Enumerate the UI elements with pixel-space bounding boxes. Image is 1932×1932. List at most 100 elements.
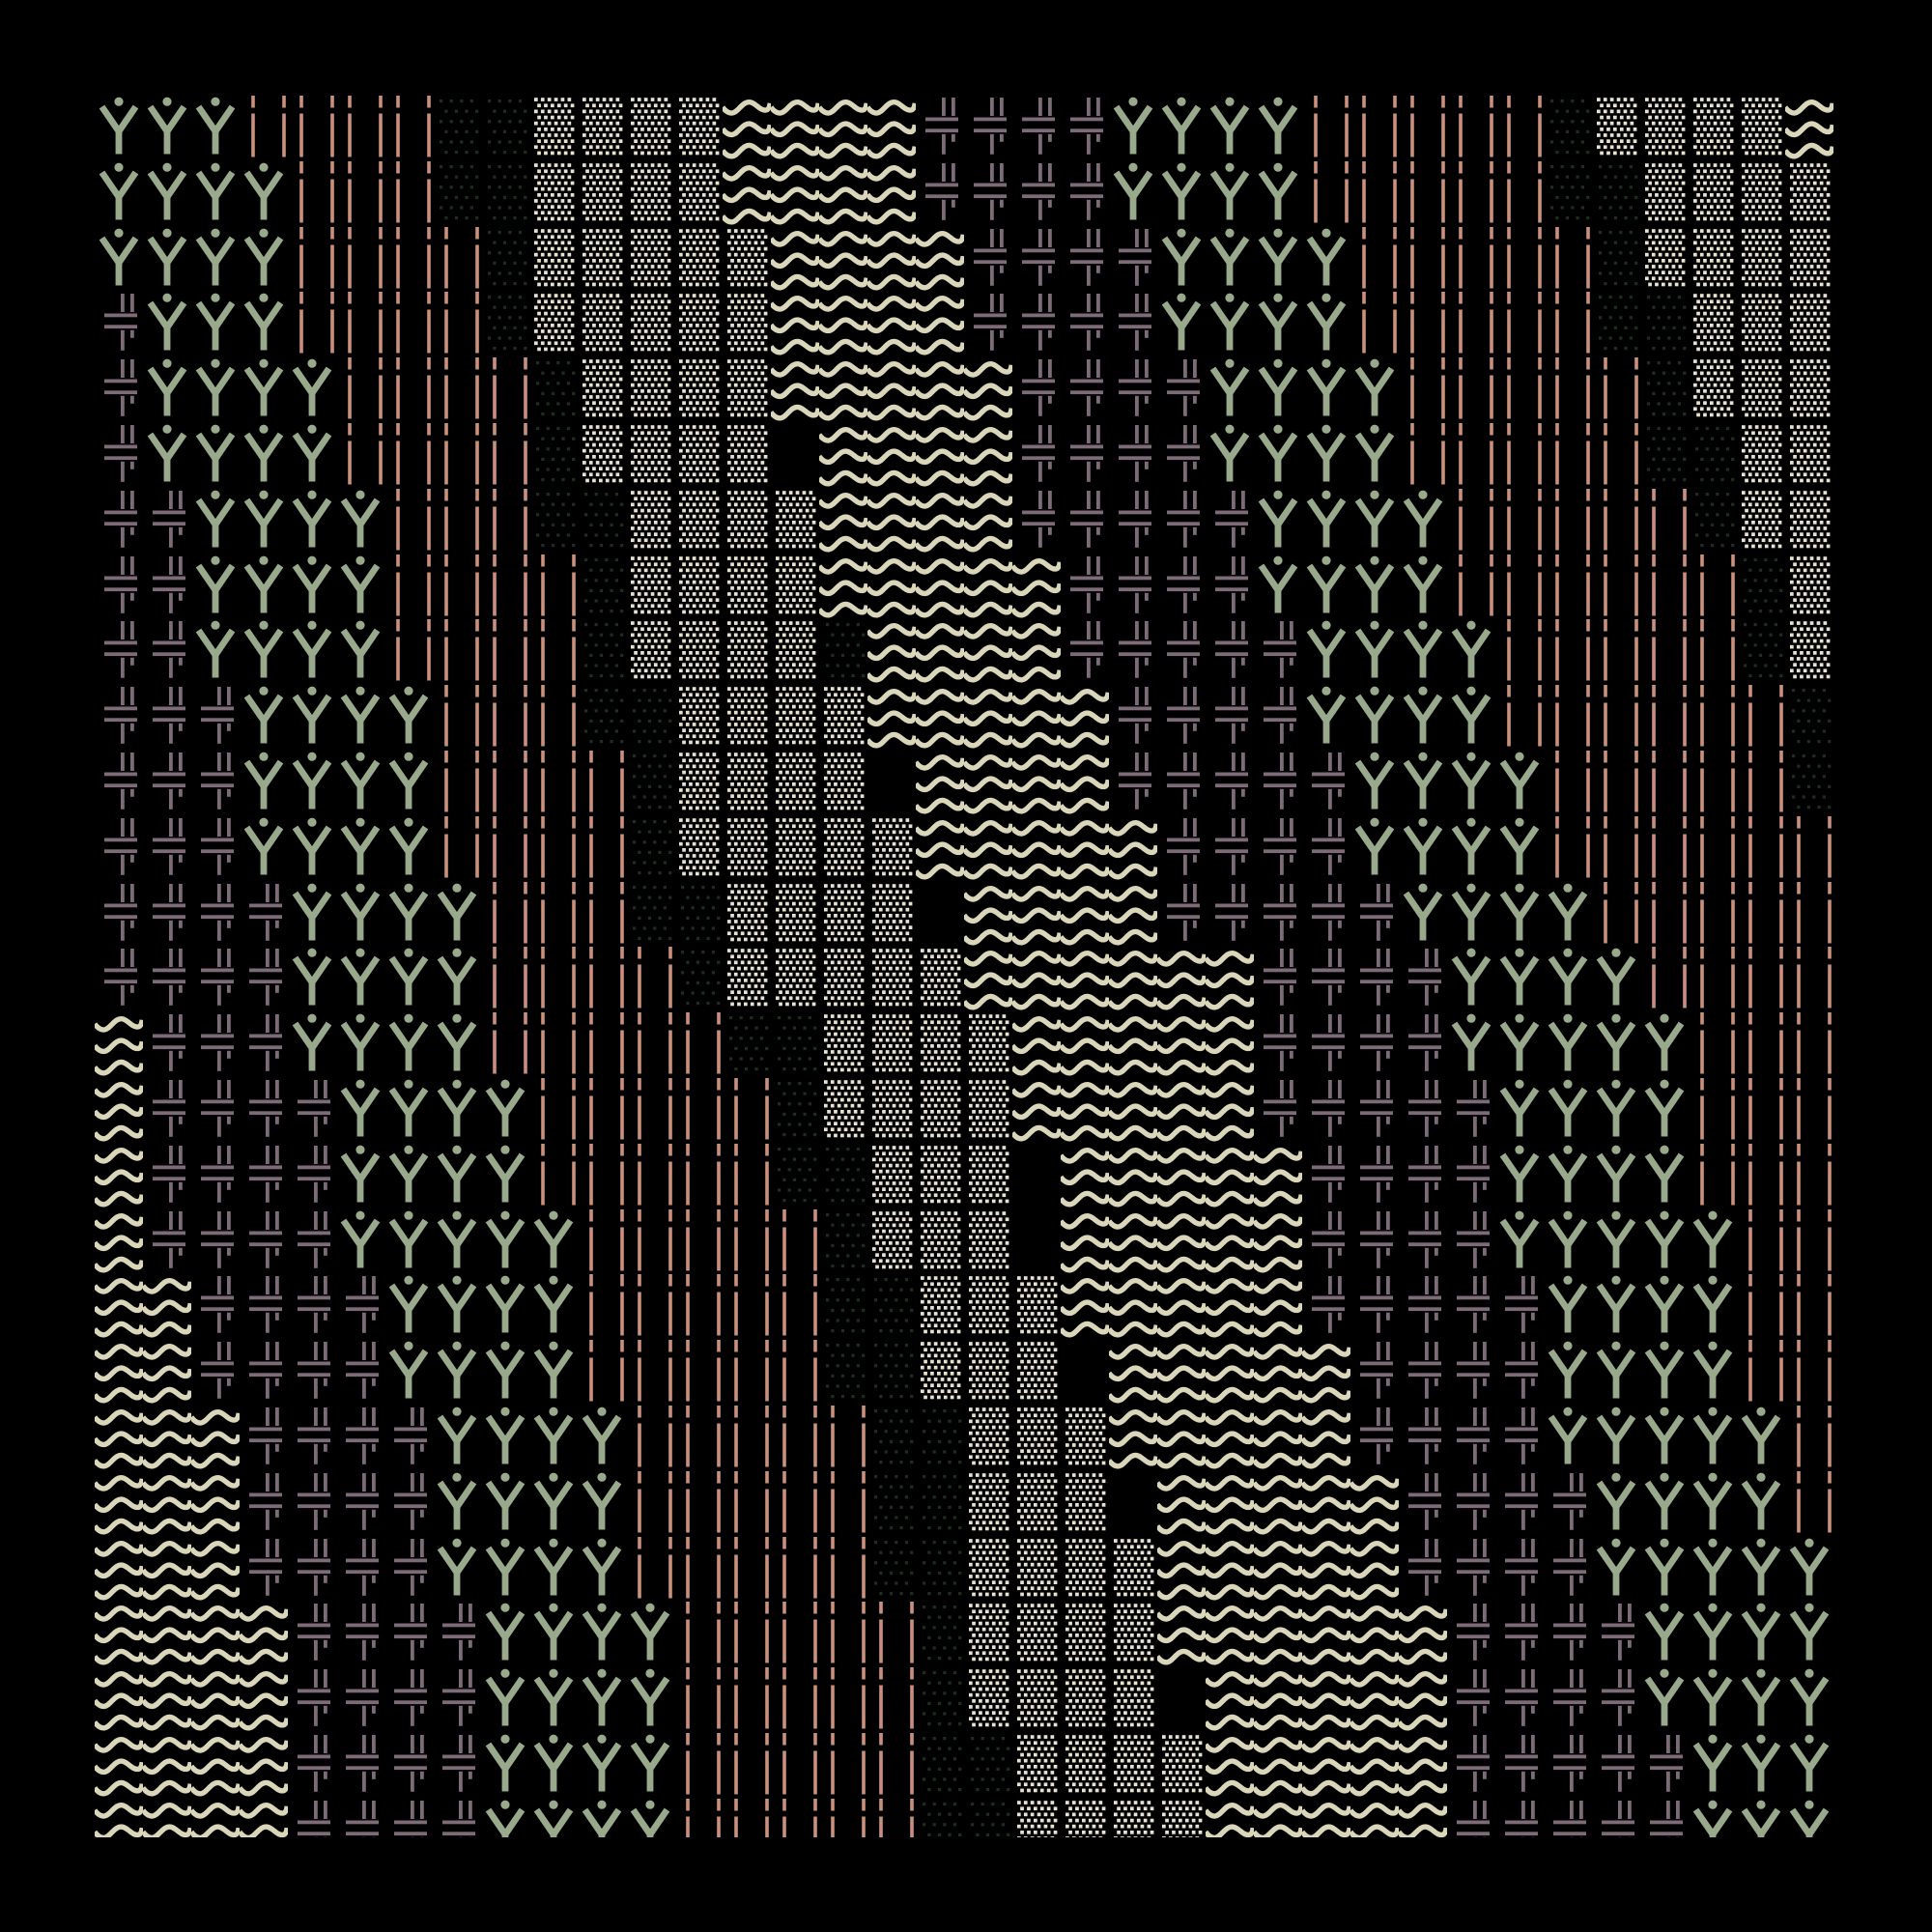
person-glyph: [191, 226, 240, 292]
person-glyph: [1254, 95, 1302, 160]
dashed-line-glyph: [1447, 160, 1495, 226]
double-cross-glyph: [1012, 488, 1061, 554]
double-cross-glyph: [336, 1339, 384, 1405]
dashed-line-glyph: [481, 881, 529, 947]
bright-dot-grid-glyph: [1109, 1732, 1157, 1798]
wave-glyph: [771, 356, 819, 422]
person-glyph: [1447, 750, 1495, 815]
person-glyph: [1495, 1077, 1544, 1143]
bright-dot-grid-glyph: [1012, 1339, 1061, 1405]
double-cross-glyph: [191, 1077, 240, 1143]
wave-glyph: [1157, 1208, 1206, 1274]
double-cross-glyph: [1302, 1273, 1350, 1339]
wave-glyph: [1302, 1666, 1350, 1732]
dashed-line-glyph: [723, 1208, 771, 1274]
bright-dot-grid-glyph: [1785, 356, 1833, 422]
double-cross-glyph: [1254, 1011, 1302, 1077]
double-cross-glyph: [1495, 1732, 1544, 1798]
dashed-line-glyph: [626, 1273, 674, 1339]
double-cross-glyph: [288, 1405, 336, 1470]
bright-dot-grid-glyph: [1061, 1798, 1109, 1837]
person-glyph: [1785, 1536, 1833, 1602]
double-cross-glyph: [1109, 554, 1157, 619]
wave-glyph: [1157, 1273, 1206, 1339]
wave-glyph: [916, 226, 964, 292]
dashed-line-glyph: [1737, 684, 1785, 750]
dashed-line-glyph: [481, 750, 529, 815]
wave-glyph: [771, 226, 819, 292]
dim-dot-grid-glyph: [578, 554, 626, 619]
wave-glyph: [143, 1601, 191, 1666]
dashed-line-glyph: [867, 1732, 916, 1798]
person-glyph: [1544, 1077, 1592, 1143]
person-glyph: [1495, 1143, 1544, 1208]
bright-dot-grid-glyph: [916, 1011, 964, 1077]
person-glyph: [143, 226, 191, 292]
dashed-line-glyph: [1640, 815, 1689, 881]
bright-dot-grid-glyph: [964, 1666, 1012, 1732]
wave-glyph: [191, 1732, 240, 1798]
bright-dot-grid-glyph: [867, 881, 916, 947]
person-glyph: [626, 1666, 674, 1732]
dashed-line-glyph: [771, 1601, 819, 1666]
dashed-line-glyph: [1737, 1011, 1785, 1077]
person-glyph: [578, 1666, 626, 1732]
dim-dot-grid-glyph: [578, 488, 626, 554]
person-glyph: [1544, 1339, 1592, 1405]
double-cross-glyph: [1544, 1470, 1592, 1536]
dim-dot-grid-glyph: [964, 1798, 1012, 1837]
person-glyph: [1544, 946, 1592, 1011]
wave-glyph: [1012, 684, 1061, 750]
wave-glyph: [240, 1798, 288, 1837]
wave-glyph: [771, 291, 819, 356]
person-glyph: [1399, 488, 1447, 554]
person-glyph: [1640, 1405, 1689, 1470]
dim-dot-grid-glyph: [1640, 291, 1689, 356]
wave-glyph: [1399, 1732, 1447, 1798]
wave-glyph: [1061, 750, 1109, 815]
person-glyph: [578, 1732, 626, 1798]
person-glyph: [384, 1208, 433, 1274]
person-glyph: [1544, 881, 1592, 947]
bright-dot-grid-glyph: [819, 881, 867, 947]
wave-glyph: [867, 226, 916, 292]
dashed-line-glyph: [433, 684, 481, 750]
dashed-line-glyph: [384, 422, 433, 488]
person-glyph: [1544, 1273, 1592, 1339]
person-glyph: [1544, 1143, 1592, 1208]
person-glyph: [384, 1339, 433, 1405]
person-glyph: [1350, 750, 1399, 815]
dim-dot-grid-glyph: [433, 95, 481, 160]
dashed-line-glyph: [529, 750, 578, 815]
dim-dot-grid-glyph: [1592, 160, 1640, 226]
wave-glyph: [1109, 815, 1157, 881]
double-cross-glyph: [1157, 881, 1206, 947]
wave-glyph: [1157, 1339, 1206, 1405]
person-glyph: [1592, 1011, 1640, 1077]
bright-dot-grid-glyph: [626, 356, 674, 422]
dashed-line-glyph: [384, 356, 433, 422]
dim-dot-grid-glyph: [626, 881, 674, 947]
dashed-line-glyph: [1447, 291, 1495, 356]
bright-dot-grid-glyph: [674, 291, 723, 356]
person-glyph: [578, 1405, 626, 1470]
double-cross-glyph: [1254, 750, 1302, 815]
dashed-line-glyph: [529, 618, 578, 684]
dashed-line-glyph: [771, 1208, 819, 1274]
person-glyph: [1157, 95, 1206, 160]
double-cross-glyph: [1350, 946, 1399, 1011]
dashed-line-glyph: [1785, 1470, 1833, 1536]
dim-dot-grid-glyph: [723, 1011, 771, 1077]
bright-dot-grid-glyph: [771, 750, 819, 815]
bright-dot-grid-glyph: [964, 1011, 1012, 1077]
wave-glyph: [1350, 1536, 1399, 1602]
bright-dot-grid-glyph: [723, 422, 771, 488]
person-glyph: [191, 554, 240, 619]
double-cross-glyph: [1157, 684, 1206, 750]
dim-dot-grid-glyph: [867, 1536, 916, 1602]
double-cross-glyph: [1399, 1339, 1447, 1405]
dashed-line-glyph: [481, 815, 529, 881]
person-glyph: [1495, 1208, 1544, 1274]
bright-dot-grid-glyph: [723, 618, 771, 684]
wave-glyph: [1302, 1732, 1350, 1798]
